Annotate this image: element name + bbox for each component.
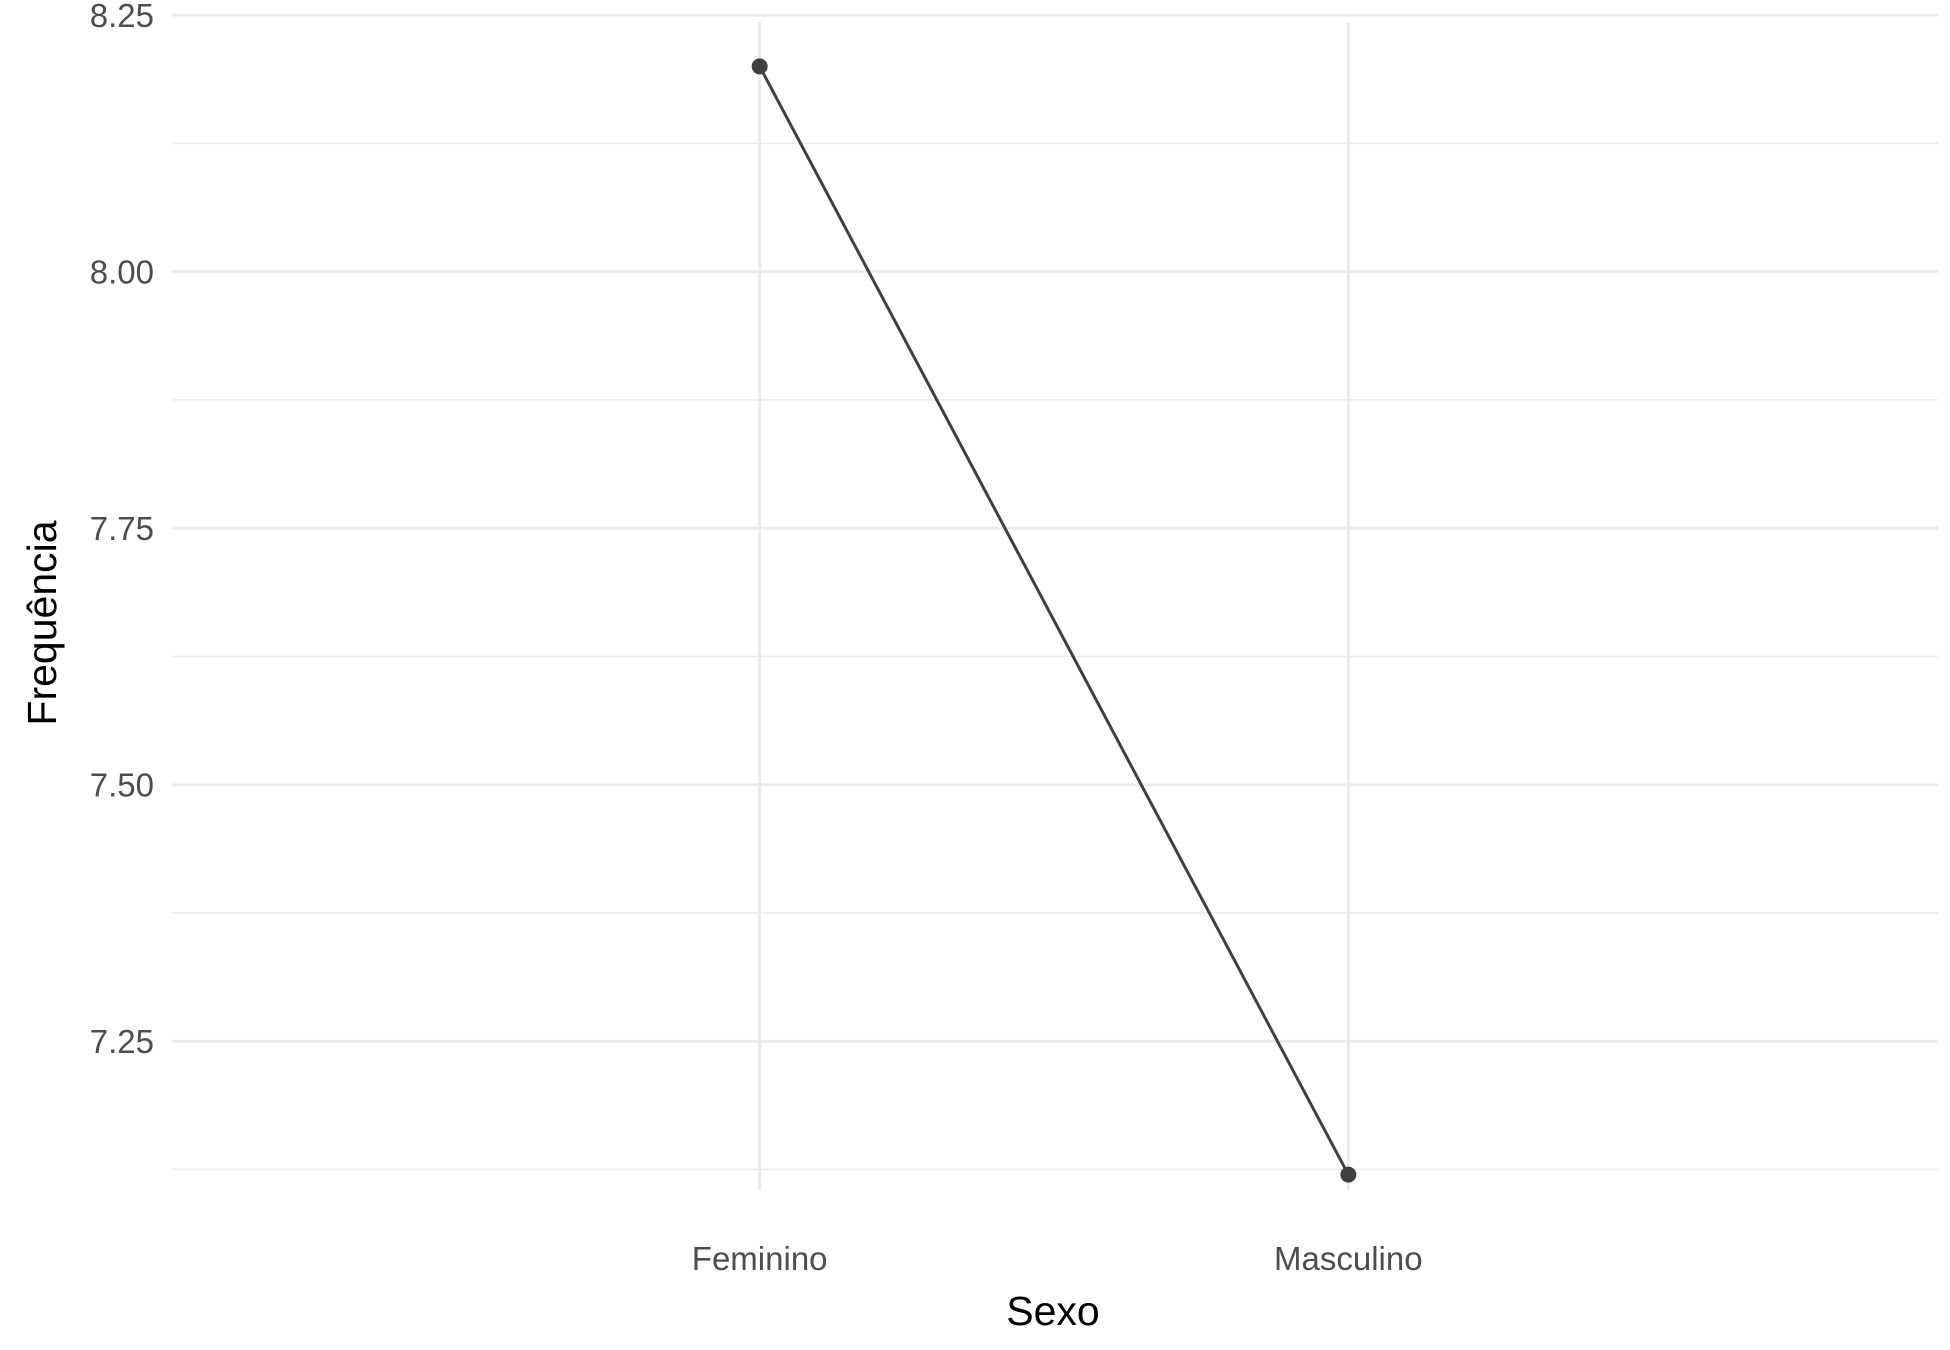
- x-tick-label: Masculino: [1274, 1240, 1423, 1277]
- y-axis-title: Frequência: [19, 520, 65, 725]
- y-tick-label: 7.25: [90, 1023, 154, 1060]
- y-tick-label: 7.50: [90, 767, 154, 804]
- y-tick-label: 8.25: [90, 0, 154, 34]
- y-axis-tick-labels: 7.25 7.50 7.75 8.00 8.25: [90, 0, 154, 1060]
- y-tick-label: 7.75: [90, 510, 154, 547]
- y-tick-label: 8.00: [90, 254, 154, 291]
- grid-minor-y: [172, 142, 1938, 1171]
- data-point: [1340, 1166, 1357, 1183]
- x-axis-title: Sexo: [1006, 1288, 1099, 1334]
- data-point: [751, 58, 768, 75]
- series-line: [758, 65, 1350, 1176]
- x-tick-label: Feminino: [692, 1240, 828, 1277]
- x-axis-tick-labels: Feminino Masculino: [692, 1240, 1423, 1277]
- series-layer: [751, 58, 1357, 1183]
- grid-major-x: [758, 22, 1350, 1190]
- grid-major-y: [172, 13, 1938, 1043]
